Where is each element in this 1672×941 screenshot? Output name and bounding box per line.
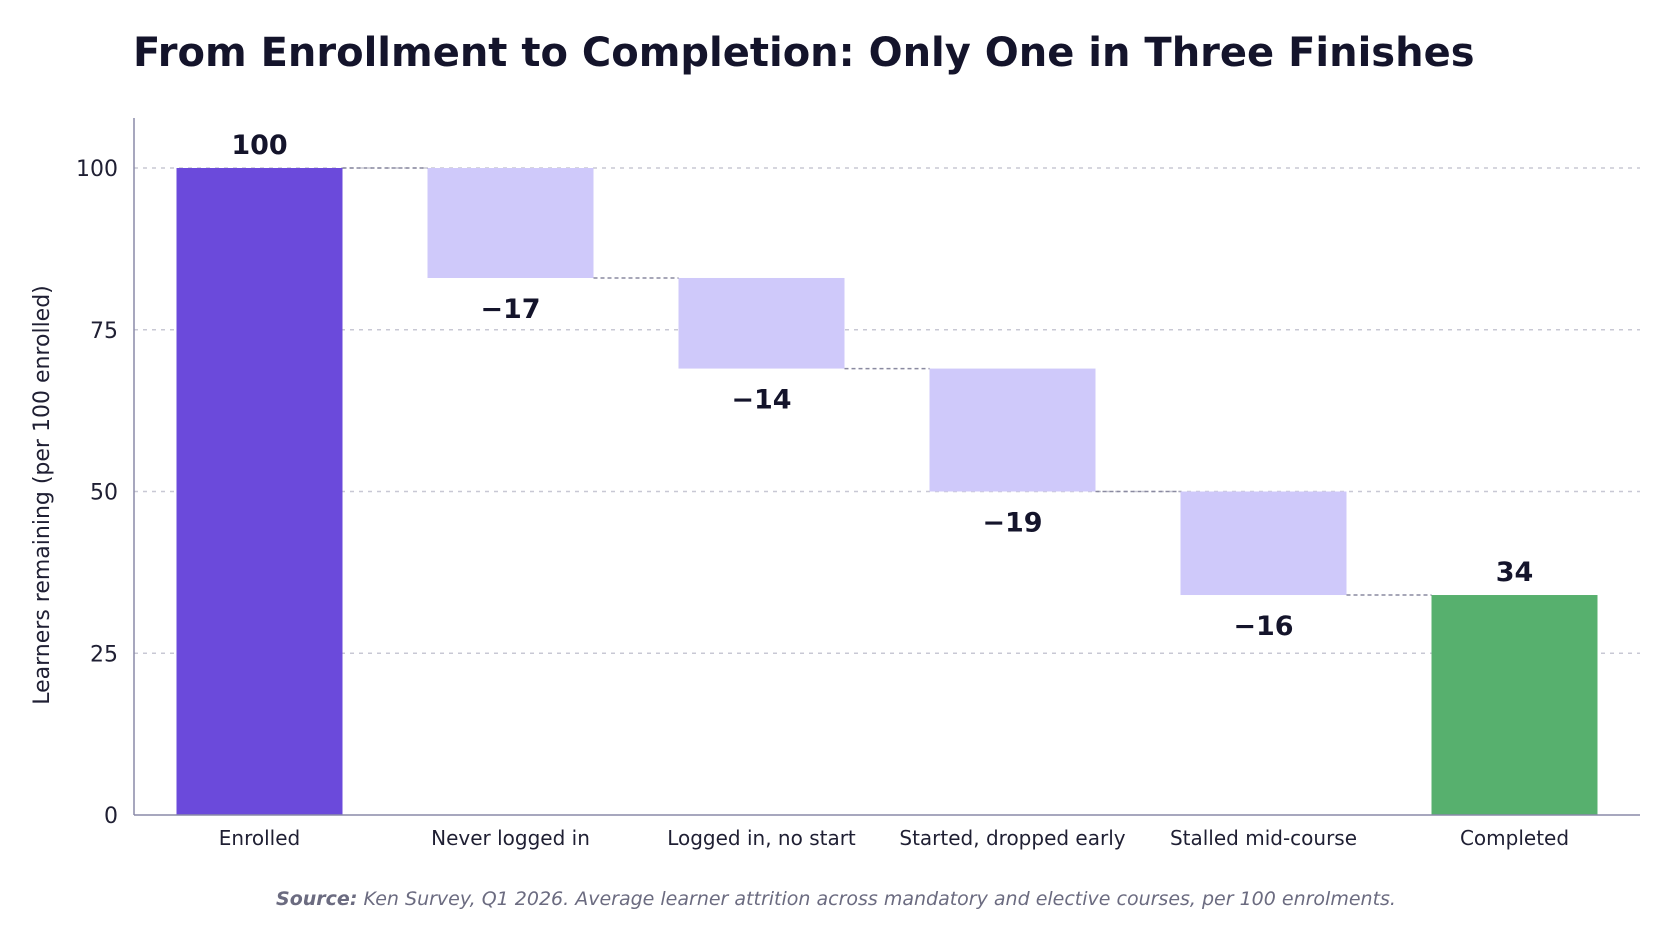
bar-logged-in-no-start <box>678 277 845 369</box>
source-label: Source: <box>276 888 357 910</box>
x-tick-label-3: Started, dropped early <box>899 826 1125 850</box>
x-tick-label-4: Stalled mid-course <box>1170 826 1357 850</box>
value-label-1: −17 <box>480 294 540 325</box>
grid-lines <box>134 167 1640 654</box>
x-tick-label-1: Never logged in <box>431 826 590 850</box>
value-label-2: −14 <box>731 385 791 416</box>
y-tick-label-75: 75 <box>90 319 118 344</box>
y-tick-label-0: 0 <box>104 804 118 829</box>
bars <box>176 168 1598 815</box>
value-label-5: 34 <box>1496 557 1534 588</box>
x-tick-label-0: Enrolled <box>219 826 300 850</box>
value-label-0: 100 <box>231 130 287 161</box>
y-tick-label-50: 50 <box>90 481 118 506</box>
value-label-4: −16 <box>1233 611 1293 642</box>
y-axis-label: Learners remaining (per 100 enrolled) <box>30 285 55 705</box>
source-note: Source: Ken Survey, Q1 2026. Average lea… <box>276 888 1396 910</box>
connector-lines <box>342 167 1432 596</box>
bar-started-dropped-early <box>929 368 1096 492</box>
chart-title: From Enrollment to Completion: Only One … <box>133 30 1475 76</box>
bar-stalled-mid-course <box>1180 491 1347 596</box>
bar-completed <box>1431 595 1598 815</box>
value-label-3: −19 <box>982 508 1042 539</box>
axes: 0 25 50 75 100 Enrolled Never logged in Logged … <box>76 118 1640 850</box>
x-tick-label-5: Completed <box>1460 826 1569 850</box>
bar-never-logged-in <box>427 168 594 278</box>
x-tick-label-2: Logged in, no start <box>667 826 856 850</box>
value-labels: 100 −17 −14 −19 −16 34 <box>231 130 1533 642</box>
y-tick-label-100: 100 <box>76 157 118 182</box>
y-tick-label-25: 25 <box>90 642 118 667</box>
source-text: Ken Survey, Q1 2026. Average learner att… <box>357 888 1396 910</box>
bar-enrolled <box>176 168 343 815</box>
